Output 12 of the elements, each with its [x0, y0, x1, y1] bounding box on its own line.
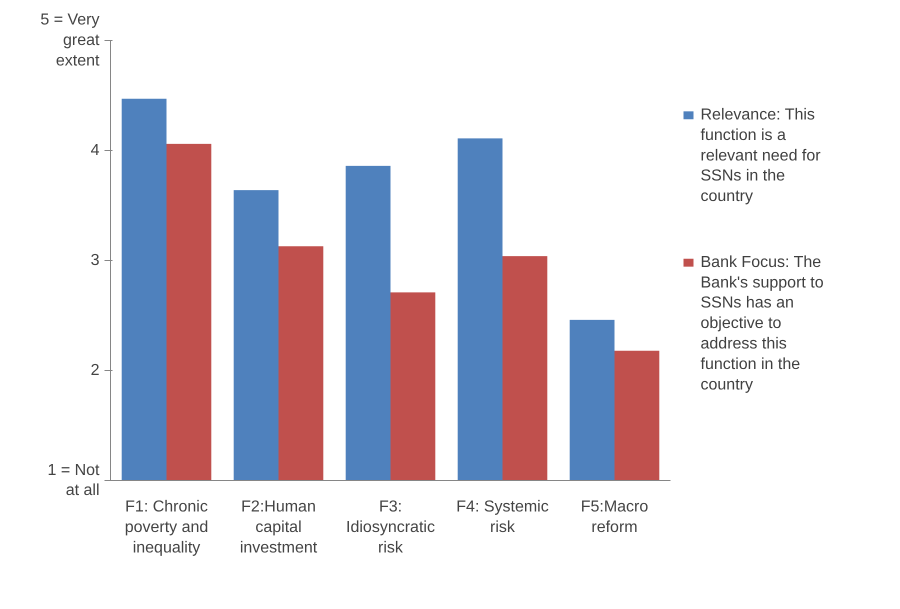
y-tick-label: 3: [90, 252, 100, 269]
x-tick-label: F4: Systemic risk: [456, 498, 549, 536]
legend-label: Bank Focus: The Bank's support to SSNs has an objective to address this function in the country: [700, 254, 824, 394]
y-tick-label: 4: [90, 142, 100, 159]
y-tick-label: 1 = Not at all: [47, 462, 100, 500]
y-tick-label: 5 = Very great extent: [40, 12, 100, 70]
y-tick-label: 2: [90, 362, 100, 379]
x-tick-label: F1: Chronic poverty and inequality: [124, 498, 208, 556]
x-tick-label: F2:Human capital investment: [240, 498, 318, 556]
x-tick-label: F3: Idiosyncratic risk: [346, 498, 435, 556]
x-tick-label: F5:Macro reform: [580, 498, 648, 536]
legend-label: Relevance: This function is a relevant need for SSNs in the country: [700, 106, 822, 206]
